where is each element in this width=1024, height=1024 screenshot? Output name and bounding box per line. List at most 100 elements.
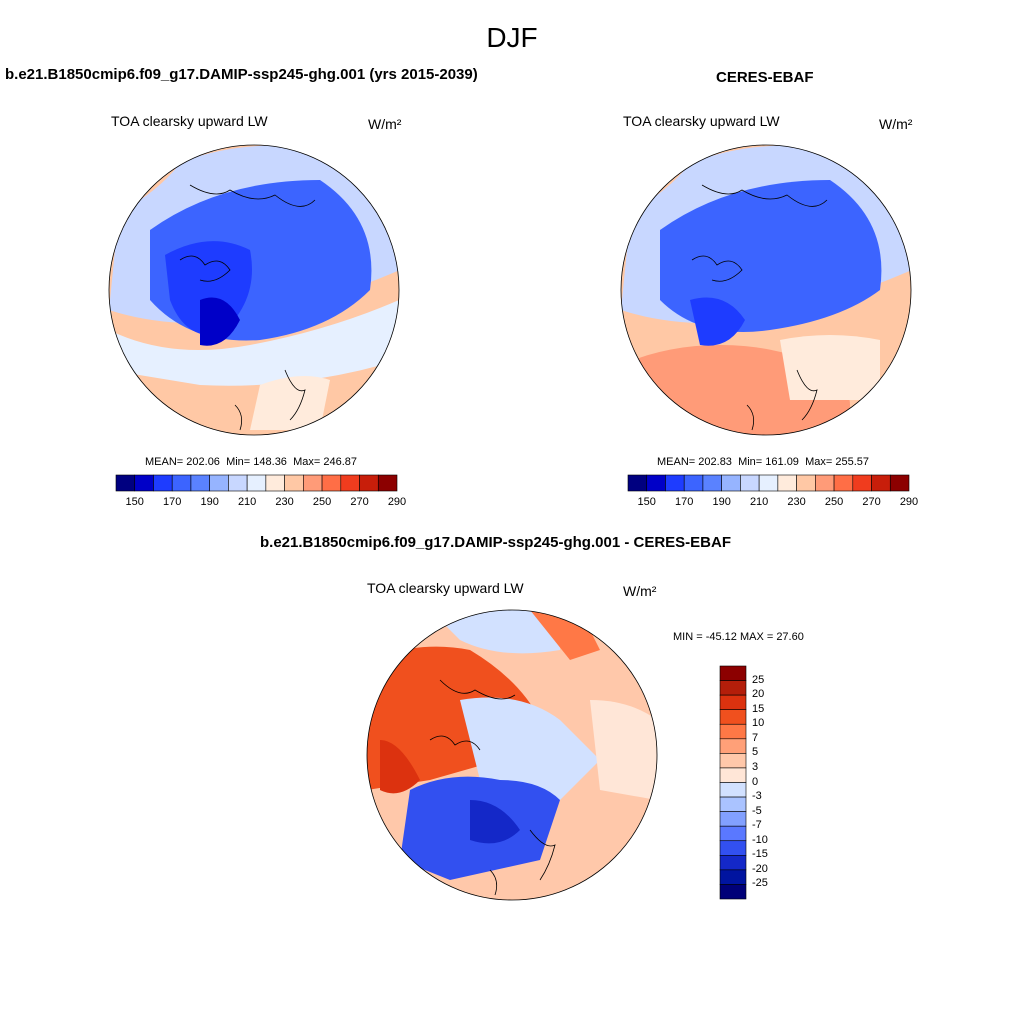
obs-colorbar-swatch	[815, 474, 835, 492]
obs-colorbar-tick-label: 290	[899, 496, 919, 508]
obs-colorbar-swatch	[702, 474, 722, 492]
obs-colorbar-swatch	[852, 474, 872, 492]
diff-units-label: W/m²	[623, 583, 657, 599]
obs-colorbar-tick-label: 270	[862, 496, 881, 508]
model-colorbar-tick-label: 210	[237, 496, 257, 508]
model-max-value: 246.87	[323, 456, 357, 468]
obs-units-label: W/m²	[879, 116, 913, 132]
diff-colorbar-swatch	[719, 738, 747, 754]
diff-colorbar-swatch	[719, 709, 747, 725]
diff-colorbar-swatch	[719, 767, 747, 783]
obs-colorbar-tick-label: 210	[749, 496, 769, 508]
diff-colorbar-tick-label: -25	[752, 877, 768, 890]
model-colorbar	[115, 474, 398, 492]
obs-colorbar-tick-label: 170	[675, 496, 694, 508]
model-colorbar-swatch	[377, 474, 398, 492]
obs-colorbar-swatch	[683, 474, 704, 492]
diff-colorbar	[719, 665, 747, 900]
obs-colorbar-swatch	[758, 474, 779, 492]
obs-colorbar-swatch	[665, 474, 685, 492]
diff-colorbar-tick-label: -5	[752, 804, 762, 817]
model-mean-value: 202.06	[186, 456, 220, 468]
model-colorbar-swatch	[303, 474, 323, 492]
diff-colorbar-swatch	[719, 869, 747, 885]
diff-variable-label: TOA clearsky upward LW	[367, 580, 524, 596]
model-mean-label: MEAN=	[145, 456, 184, 468]
model-colorbar-swatch	[359, 474, 379, 492]
diff-colorbar-swatch	[719, 723, 747, 740]
diff-minmax: MIN = -45.12 MAX = 27.60	[673, 631, 804, 643]
diff-panel-title: b.e21.B1850cmip6.f09_g17.DAMIP-ssp245-gh…	[260, 534, 731, 551]
diff-colorbar-swatch	[719, 884, 747, 900]
obs-colorbar	[627, 474, 910, 492]
diff-colorbar-tick-label: 25	[752, 673, 765, 686]
obs-mean-value: 202.83	[698, 456, 732, 468]
obs-variable-label: TOA clearsky upward LW	[623, 113, 780, 129]
diff-colorbar-swatch	[719, 680, 747, 696]
page-title: DJF	[486, 22, 538, 53]
obs-max-label: Max=	[805, 456, 833, 468]
diff-colorbar-swatch	[719, 811, 747, 827]
diff-colorbar-tick-label: -7	[752, 819, 762, 832]
model-colorbar-swatch	[209, 474, 229, 492]
obs-min-value: 161.09	[765, 456, 799, 468]
model-colorbar-swatch	[340, 474, 360, 492]
model-stats: MEAN= 202.06 Min= 148.36 Max= 246.87	[145, 456, 357, 468]
obs-colorbar-tick-label: 250	[824, 496, 844, 508]
diff-colorbar-tick-label: 15	[752, 702, 765, 715]
diff-colorbar-swatch	[719, 694, 747, 710]
obs-colorbar-swatch	[627, 474, 648, 492]
diff-colorbar-swatch	[719, 825, 747, 842]
diff-colorbar-tick-label: 20	[752, 688, 765, 701]
model-colorbar-swatch	[115, 474, 136, 492]
model-min-label: Min=	[226, 456, 251, 468]
obs-colorbar-swatch	[740, 474, 760, 492]
diff-colorbar-swatch	[719, 855, 747, 871]
obs-panel-title: CERES-EBAF	[716, 69, 814, 86]
diff-colorbar-tick-label: 7	[752, 731, 759, 744]
diff-colorbar-tick-label: 5	[752, 746, 759, 759]
model-colorbar-swatch	[171, 474, 192, 492]
model-colorbar-swatch	[153, 474, 173, 492]
model-panel-title: b.e21.B1850cmip6.f09_g17.DAMIP-ssp245-gh…	[5, 66, 478, 83]
obs-min-label: Min=	[738, 456, 763, 468]
model-map	[108, 144, 400, 436]
diff-colorbar-swatch	[719, 782, 747, 798]
model-max-label: Max=	[293, 456, 321, 468]
obs-colorbar-tick-label: 190	[712, 496, 731, 508]
obs-colorbar-swatch	[777, 474, 797, 492]
model-colorbar-tick-label: 250	[312, 496, 332, 508]
model-colorbar-tick-label: 170	[163, 496, 182, 508]
diff-colorbar-tick-label: -15	[752, 848, 768, 861]
obs-colorbar-swatch	[721, 474, 741, 492]
obs-colorbar-tick-label: 230	[787, 496, 806, 508]
diff-map	[366, 609, 658, 901]
model-colorbar-tick-label: 190	[200, 496, 219, 508]
model-colorbar-swatch	[190, 474, 210, 492]
obs-colorbar-swatch	[889, 474, 910, 492]
model-variable-label: TOA clearsky upward LW	[111, 113, 268, 129]
diff-colorbar-tick-label: -20	[752, 862, 768, 875]
diff-colorbar-tick-label: 0	[752, 775, 759, 788]
model-colorbar-swatch	[321, 474, 342, 492]
diff-colorbar-swatch	[719, 796, 747, 812]
diff-colorbar-swatch	[719, 665, 747, 681]
model-colorbar-swatch	[228, 474, 248, 492]
model-min-value: 148.36	[253, 456, 287, 468]
diff-colorbar-tick-label: 10	[752, 717, 765, 730]
model-colorbar-tick-label: 290	[387, 496, 407, 508]
diff-colorbar-swatch	[719, 840, 747, 856]
obs-stats: MEAN= 202.83 Min= 161.09 Max= 255.57	[657, 456, 869, 468]
model-units-label: W/m²	[368, 116, 402, 132]
obs-mean-label: MEAN=	[657, 456, 696, 468]
model-colorbar-tick-label: 270	[350, 496, 369, 508]
diff-colorbar-tick-label: -3	[752, 790, 762, 803]
diff-colorbar-tick-label: 3	[752, 760, 759, 773]
model-colorbar-swatch	[246, 474, 267, 492]
model-colorbar-swatch	[265, 474, 285, 492]
model-colorbar-tick-label: 230	[275, 496, 294, 508]
model-colorbar-swatch	[284, 474, 304, 492]
diff-colorbar-swatch	[719, 753, 747, 769]
obs-colorbar-swatch	[646, 474, 666, 492]
